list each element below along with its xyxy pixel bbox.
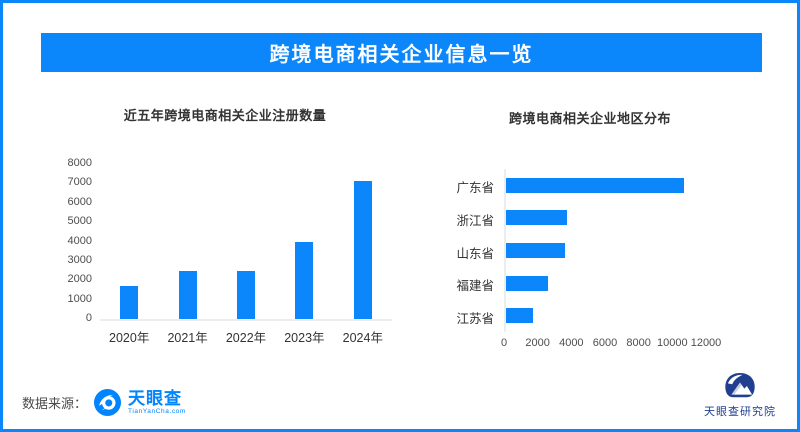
x-tick-label: 8000 [626,337,651,349]
y-tick-label: 3000 [67,253,92,266]
x-tick-label: 2000 [525,337,550,349]
bar-江苏省 [506,308,533,324]
bar-2020年 [120,286,139,319]
horizontal-chart-plot-area [504,169,712,332]
x-tick-label: 0 [500,337,508,349]
data-source: 数据来源： 天眼查 TianYanCha.com [22,389,186,416]
y-tick-label: 1000 [67,292,92,305]
page-title-banner: 跨境电商相关企业信息一览 [41,33,762,72]
institute-mountain-logo-icon [721,372,759,400]
x-category-label: 2023年 [284,331,325,345]
y-category-label: 福建省 [456,279,494,294]
institute-name: 天眼查研究院 [704,406,776,418]
bar-2024年 [353,181,372,319]
y-tick-label: 7000 [67,176,92,189]
y-category-label: 浙江省 [456,213,494,228]
bar-浙江省 [506,210,568,226]
bar-福建省 [506,275,549,291]
tianyancha-wordmark: 天眼查 TianYanCha.com [128,390,186,416]
right-chart-title: 跨境电商相关企业地区分布 [508,111,671,126]
y-tick-label: 8000 [67,157,92,169]
bar-广东省 [506,177,685,193]
x-category-label: 2020年 [109,331,150,345]
left-chart-title: 近五年跨境电商相关企业注册数量 [123,108,327,123]
bar-2022年 [237,270,255,319]
x-category-label: 2022年 [225,331,267,345]
x-tick-label: 6000 [592,337,618,349]
y-tick-label: 5000 [67,215,92,228]
x-category-label: 2024年 [342,331,383,345]
x-tick-label: 10000 [657,337,688,349]
y-category-label: 广东省 [456,181,494,196]
tianyancha-eye-logo-icon [94,389,122,416]
bar-2021年 [178,270,197,319]
y-tick-label: 2000 [67,273,92,286]
page-title: 跨境电商相关企业信息一览 [269,44,534,66]
y-tick-label: 6000 [67,195,92,208]
bar-2023年 [295,241,314,319]
y-category-label: 江苏省 [456,311,494,326]
x-tick-label: 12000 [690,337,722,349]
y-tick-label: 4000 [67,234,92,247]
institute-branding: 天眼查研究院 [688,372,792,419]
y-category-label: 山东省 [456,246,494,261]
data-source-label: 数据来源： [22,396,88,411]
y-tick-label: 0 [85,312,92,324]
x-category-label: 2021年 [167,331,208,345]
tianyancha-name: 天眼查 [128,388,183,408]
vertical-chart-plot-area [100,162,392,321]
bar-山东省 [506,243,565,258]
x-tick-label: 4000 [559,337,584,349]
tianyancha-url: TianYanCha.com [128,407,186,415]
